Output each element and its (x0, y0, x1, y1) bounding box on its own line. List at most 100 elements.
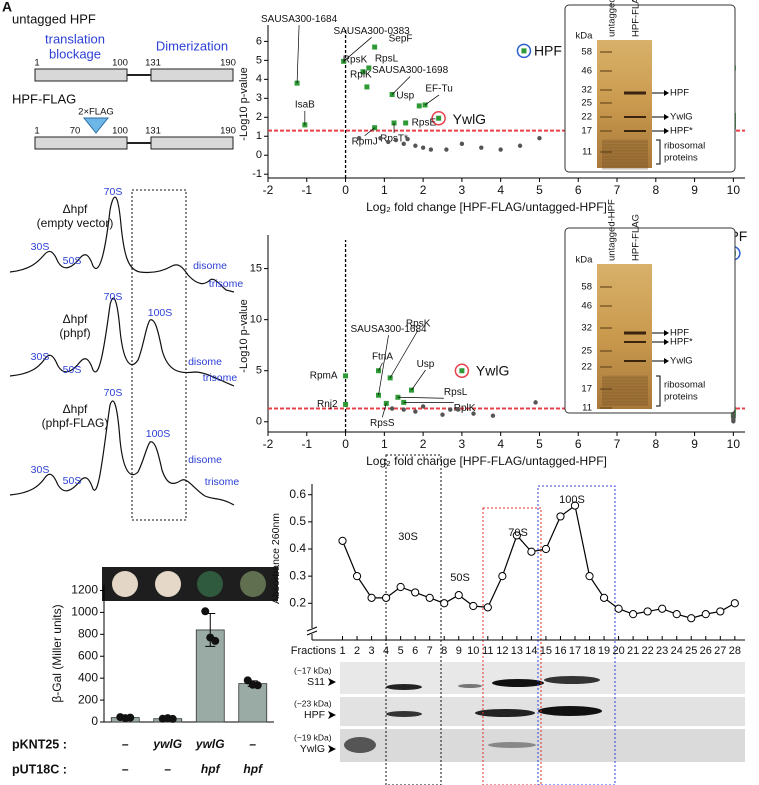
x-axis-label: Log₂ fold change [HPF-FLAG/untagged-HPF] (366, 200, 607, 214)
replicate-dot (201, 607, 210, 616)
leader (397, 396, 444, 399)
point (343, 401, 349, 407)
arrow-head (664, 128, 669, 134)
x-tick-label: -2 (263, 437, 274, 451)
profile-subtitle: (phpf) (59, 326, 90, 340)
band (492, 679, 544, 687)
lane-label: untagged-HPF (607, 0, 618, 37)
position: 190 (220, 126, 236, 137)
x-tick-label: 24 (671, 645, 683, 657)
replicate-dot (253, 681, 262, 690)
point-label: Usp (417, 359, 435, 370)
peak-label: disome (188, 356, 222, 368)
row-value: hpf (243, 762, 263, 776)
x-tick-label: 6 (575, 437, 582, 451)
x-tick-label: -2 (263, 183, 274, 197)
gel-inset: kDa untagged-HPF HPF-FLAG 58 46 32 25 22 17 11 HPF… (564, 0, 736, 173)
peak-label: 50S (450, 572, 470, 584)
peak-label: 30S (31, 464, 50, 476)
colony (197, 571, 223, 597)
absorbance-line (341, 504, 736, 619)
peak-label: 30S (31, 241, 50, 253)
marker-label: 17 (581, 126, 592, 137)
x-tick-label: 14 (525, 645, 537, 657)
x-tick-label: 21 (627, 645, 639, 657)
band (386, 711, 422, 717)
row-label: pUT18C : (12, 762, 67, 776)
y-axis-label: Absorbance 260nm (270, 513, 282, 604)
arrow-head (664, 339, 669, 345)
band (538, 706, 602, 716)
point (455, 407, 461, 412)
x-tick-label: -1 (301, 437, 312, 451)
band-label: HPF* (670, 337, 693, 348)
row-value: ywlG (195, 737, 225, 751)
point (537, 135, 542, 141)
domain-diagram: untagged HPF translation blockage Dimeri… (12, 11, 236, 150)
bar (238, 683, 268, 723)
y-tick-label: 200 (78, 692, 98, 706)
y-tick-label: 0 (256, 416, 262, 428)
point (448, 407, 453, 412)
marker-label: 25 (581, 98, 592, 109)
point-label: YwlG (476, 362, 509, 378)
point (527, 547, 536, 556)
peak-label: disome (193, 260, 227, 272)
bracket-label: ribosomal (664, 141, 705, 152)
x-tick-label: 5 (536, 183, 543, 197)
row-value: – (249, 737, 256, 751)
leader (364, 127, 375, 136)
band (475, 709, 535, 717)
marker-label: 32 (581, 323, 592, 334)
band-label: HPF* (670, 126, 693, 137)
fraction-box (385, 454, 442, 785)
point (378, 135, 383, 141)
x-tick-label: 17 (569, 645, 581, 657)
peak-label: 70S (104, 291, 123, 303)
x-tick-label: 3 (459, 183, 466, 197)
y-tick-label: 2 (256, 111, 262, 123)
leader (343, 37, 372, 62)
marker-label: 32 (581, 85, 592, 96)
point (614, 604, 623, 613)
y-tick-label: 0 (91, 714, 98, 728)
band-label: HPF (670, 328, 689, 339)
point (469, 601, 478, 611)
point (459, 141, 465, 147)
x-tick-label: 1 (339, 645, 345, 657)
x-tick-label: 13 (511, 645, 523, 657)
point (512, 531, 521, 540)
peak-label: disome (188, 454, 222, 466)
lane-label: untagged-HPF (607, 199, 618, 261)
bracket-label: ribosomal (664, 380, 705, 391)
x-tick-label: 7 (614, 437, 621, 451)
panel-label: A (2, 0, 12, 15)
point-label: RpmJ (352, 136, 378, 147)
blot-arrow (328, 745, 336, 753)
lane-label: HPF-FLAG (631, 0, 642, 37)
point (556, 512, 565, 521)
fraction-box (482, 507, 542, 785)
point (360, 69, 366, 75)
point (382, 593, 391, 602)
point-label: RpsL (444, 387, 468, 398)
point (517, 143, 523, 148)
point (436, 115, 442, 121)
y-tick-label: 0.6 (289, 487, 306, 501)
marker-label: 58 (581, 282, 592, 293)
peak-label: 70S (104, 387, 123, 399)
leader (391, 76, 411, 95)
marker-label: 46 (581, 301, 592, 312)
leader (296, 25, 300, 84)
blot-name: YwlG (300, 743, 325, 755)
point (396, 582, 405, 592)
peak-label: 70S (508, 527, 528, 539)
peak-label: 100S (559, 494, 585, 506)
x-tick-label: 3 (459, 437, 466, 451)
marker-label: 11 (582, 147, 592, 158)
colony-strip (102, 567, 278, 601)
x-tick-label: 9 (456, 645, 462, 657)
gel-unit: kDa (576, 31, 594, 42)
x-tick-label: 8 (652, 183, 659, 197)
point-label: YwlG (453, 111, 486, 127)
